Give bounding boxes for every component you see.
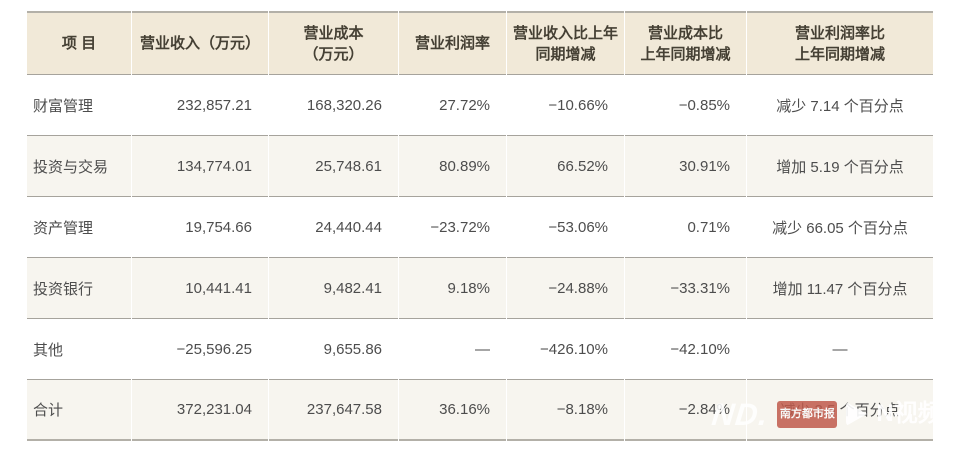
cell-segment-name: 合计: [27, 380, 131, 441]
cell-revenue-yoy: −10.66%: [507, 75, 624, 136]
column-header-margin-yoy: 营业利润率比 上年同期增减: [747, 11, 933, 75]
cell-segment-name: 其他: [27, 319, 131, 380]
column-header-revenue-yoy: 营业收入比上年 同期增减: [507, 11, 624, 75]
cell-segment-name: 投资与交易: [27, 136, 131, 197]
cell-segment-name: 财富管理: [27, 75, 131, 136]
cell-revenue-yoy: −53.06%: [507, 197, 624, 258]
cell-revenue: 10,441.41: [132, 258, 268, 319]
column-header-item: 项 目: [27, 11, 131, 75]
cell-revenue-yoy: −8.18%: [507, 380, 624, 441]
cell-revenue: 232,857.21: [132, 75, 268, 136]
table-row: 投资与交易 134,774.01 25,748.61 80.89% 66.52%…: [27, 136, 933, 197]
cell-cost: 9,482.41: [269, 258, 398, 319]
segment-revenue-table: 项 目 营业收入（万元） 营业成本 （万元） 营业利润率 营业收入比上年 同期增…: [26, 11, 934, 441]
cell-revenue: 134,774.01: [132, 136, 268, 197]
cell-margin-yoy: 增加 5.19 个百分点: [747, 136, 933, 197]
cell-revenue-yoy: 66.52%: [507, 136, 624, 197]
table-row: 资产管理 19,754.66 24,440.44 −23.72% −53.06%…: [27, 197, 933, 258]
table-row: 其他 −25,596.25 9,655.86 — −426.10% −42.10…: [27, 319, 933, 380]
column-header-cost-yoy: 营业成本比 上年同期增减: [625, 11, 746, 75]
column-header-cost: 营业成本 （万元）: [269, 11, 398, 75]
cell-margin-yoy: 减少 66.05 个百分点: [747, 197, 933, 258]
cell-margin: 80.89%: [399, 136, 506, 197]
cell-revenue-yoy: −426.10%: [507, 319, 624, 380]
column-header-profit-margin: 营业利润率: [399, 11, 506, 75]
table-row-total: 合计 372,231.04 237,647.58 36.16% −8.18% −…: [27, 380, 933, 441]
cell-margin-yoy: 减少 3.5 个百分点: [747, 380, 933, 441]
column-header-revenue: 营业收入（万元）: [132, 11, 268, 75]
cell-margin: 9.18%: [399, 258, 506, 319]
cell-cost: 9,655.86: [269, 319, 398, 380]
cell-cost-yoy: −33.31%: [625, 258, 746, 319]
cell-revenue-yoy: −24.88%: [507, 258, 624, 319]
cell-segment-name: 投资银行: [27, 258, 131, 319]
cell-margin: —: [399, 319, 506, 380]
cell-cost-yoy: 30.91%: [625, 136, 746, 197]
header-row: 项 目 营业收入（万元） 营业成本 （万元） 营业利润率 营业收入比上年 同期增…: [27, 11, 933, 75]
cell-margin: 27.72%: [399, 75, 506, 136]
cell-cost-yoy: 0.71%: [625, 197, 746, 258]
cell-cost: 168,320.26: [269, 75, 398, 136]
cell-margin: −23.72%: [399, 197, 506, 258]
cell-cost: 24,440.44: [269, 197, 398, 258]
cell-revenue: 19,754.66: [132, 197, 268, 258]
cell-margin: 36.16%: [399, 380, 506, 441]
cell-cost-yoy: −42.10%: [625, 319, 746, 380]
cell-cost: 25,748.61: [269, 136, 398, 197]
cell-revenue: 372,231.04: [132, 380, 268, 441]
cell-cost-yoy: −2.84%: [625, 380, 746, 441]
cell-cost-yoy: −0.85%: [625, 75, 746, 136]
cell-segment-name: 资产管理: [27, 197, 131, 258]
table-row: 财富管理 232,857.21 168,320.26 27.72% −10.66…: [27, 75, 933, 136]
cell-revenue: −25,596.25: [132, 319, 268, 380]
cell-cost: 237,647.58: [269, 380, 398, 441]
cell-margin-yoy: 增加 11.47 个百分点: [747, 258, 933, 319]
cell-margin-yoy: —: [747, 319, 933, 380]
cell-margin-yoy: 减少 7.14 个百分点: [747, 75, 933, 136]
table-row: 投资银行 10,441.41 9,482.41 9.18% −24.88% −3…: [27, 258, 933, 319]
